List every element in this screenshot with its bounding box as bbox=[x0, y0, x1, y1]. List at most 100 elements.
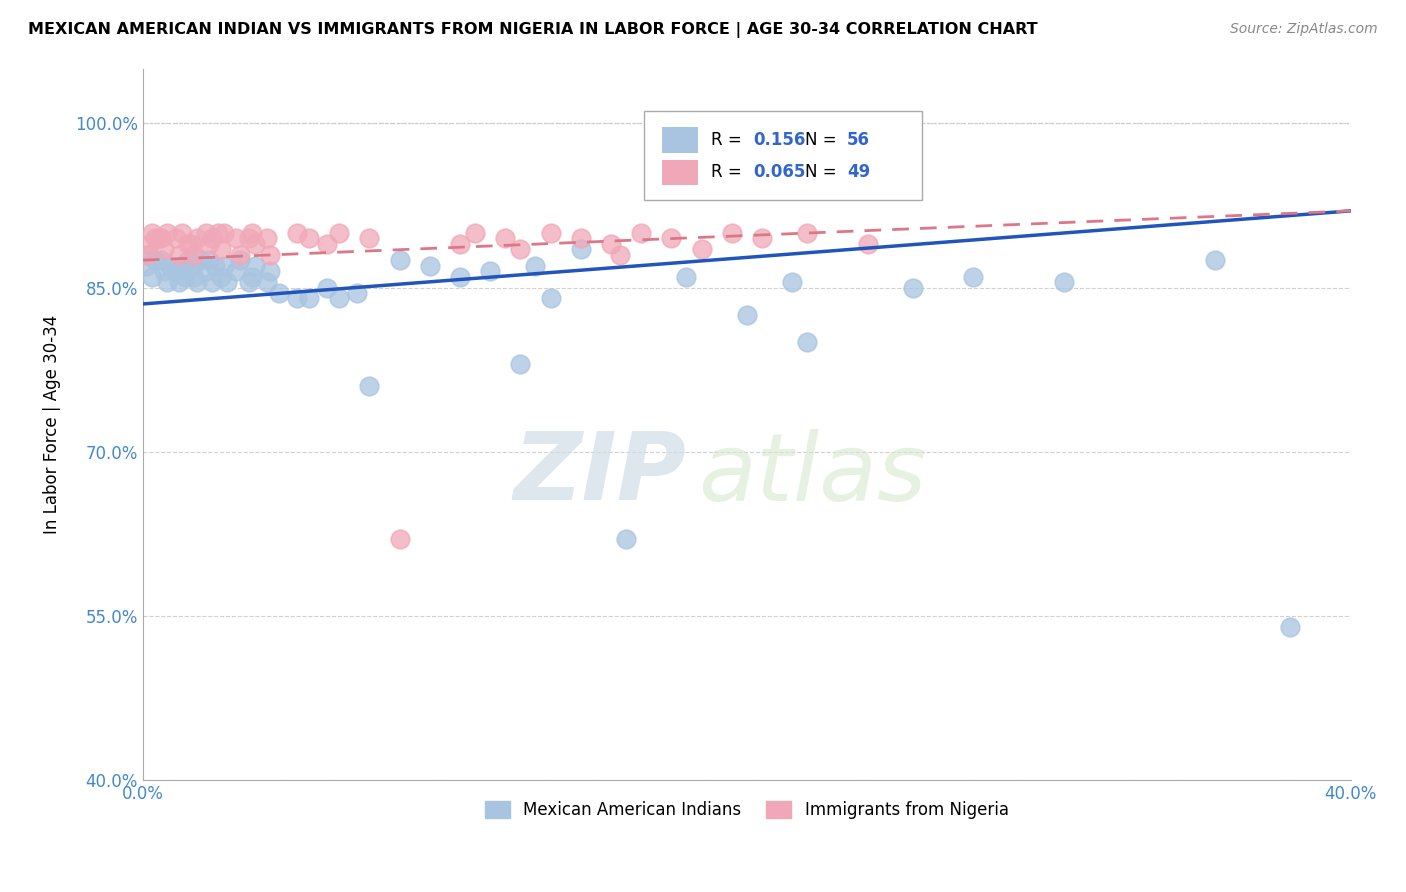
Point bbox=[630, 226, 652, 240]
Point bbox=[195, 226, 218, 240]
Point bbox=[796, 335, 818, 350]
Point bbox=[186, 275, 208, 289]
FancyBboxPatch shape bbox=[662, 160, 699, 186]
Point bbox=[256, 275, 278, 289]
Point bbox=[228, 253, 250, 268]
Point bbox=[388, 253, 411, 268]
Point bbox=[180, 259, 202, 273]
Point bbox=[419, 259, 441, 273]
Point bbox=[238, 231, 260, 245]
Point bbox=[143, 231, 166, 245]
Point bbox=[524, 259, 547, 273]
Point bbox=[316, 236, 339, 251]
Point bbox=[780, 275, 803, 289]
Point bbox=[141, 226, 163, 240]
Text: Source: ZipAtlas.com: Source: ZipAtlas.com bbox=[1230, 22, 1378, 37]
FancyBboxPatch shape bbox=[644, 112, 922, 200]
Point bbox=[183, 269, 205, 284]
Text: N =: N = bbox=[804, 163, 842, 181]
Point bbox=[259, 264, 281, 278]
Point bbox=[209, 269, 232, 284]
Point bbox=[167, 275, 190, 289]
Point bbox=[153, 242, 176, 256]
Point bbox=[298, 292, 321, 306]
Point bbox=[659, 231, 682, 245]
Point bbox=[165, 231, 187, 245]
Point bbox=[449, 236, 471, 251]
Point bbox=[1204, 253, 1226, 268]
Point bbox=[135, 248, 157, 262]
Text: MEXICAN AMERICAN INDIAN VS IMMIGRANTS FROM NIGERIA IN LABOR FORCE | AGE 30-34 CO: MEXICAN AMERICAN INDIAN VS IMMIGRANTS FR… bbox=[28, 22, 1038, 38]
Text: R =: R = bbox=[710, 131, 747, 149]
Point bbox=[359, 379, 381, 393]
Point bbox=[259, 248, 281, 262]
Text: atlas: atlas bbox=[699, 429, 927, 520]
Point bbox=[146, 231, 169, 245]
Point bbox=[172, 259, 194, 273]
Point bbox=[359, 231, 381, 245]
Point bbox=[225, 264, 247, 278]
Point bbox=[165, 264, 187, 278]
Point bbox=[186, 231, 208, 245]
Y-axis label: In Labor Force | Age 30-34: In Labor Force | Age 30-34 bbox=[44, 315, 60, 534]
Point bbox=[328, 226, 350, 240]
Text: N =: N = bbox=[804, 131, 842, 149]
Point bbox=[214, 259, 236, 273]
Point bbox=[228, 248, 250, 262]
Text: ZIP: ZIP bbox=[513, 428, 686, 520]
Point bbox=[609, 248, 631, 262]
Point bbox=[156, 275, 179, 289]
Point bbox=[962, 269, 984, 284]
Point bbox=[180, 236, 202, 251]
Point bbox=[143, 253, 166, 268]
Point bbox=[214, 226, 236, 240]
Point bbox=[204, 259, 226, 273]
Point bbox=[138, 236, 160, 251]
Point bbox=[141, 269, 163, 284]
Point bbox=[796, 226, 818, 240]
Point bbox=[540, 292, 562, 306]
Point bbox=[172, 226, 194, 240]
Point bbox=[240, 269, 263, 284]
Point bbox=[1279, 620, 1302, 634]
Point bbox=[198, 236, 221, 251]
Point bbox=[675, 269, 697, 284]
Point bbox=[167, 248, 190, 262]
Point bbox=[238, 275, 260, 289]
Point bbox=[138, 248, 160, 262]
Point bbox=[285, 226, 308, 240]
Text: R =: R = bbox=[710, 163, 747, 181]
Point bbox=[328, 292, 350, 306]
Point bbox=[720, 226, 742, 240]
Point bbox=[569, 231, 592, 245]
Point bbox=[464, 226, 486, 240]
Point bbox=[150, 231, 173, 245]
Point bbox=[540, 226, 562, 240]
Point bbox=[201, 275, 224, 289]
Legend: Mexican American Indians, Immigrants from Nigeria: Mexican American Indians, Immigrants fro… bbox=[478, 794, 1015, 825]
Point bbox=[690, 242, 713, 256]
Point bbox=[509, 242, 531, 256]
Text: 56: 56 bbox=[846, 131, 870, 149]
Point bbox=[217, 275, 239, 289]
Point bbox=[159, 259, 181, 273]
Point bbox=[188, 253, 211, 268]
Point bbox=[174, 269, 197, 284]
Point bbox=[150, 253, 173, 268]
Text: 0.065: 0.065 bbox=[752, 163, 806, 181]
Point bbox=[256, 231, 278, 245]
Point bbox=[209, 242, 232, 256]
Point bbox=[177, 253, 200, 268]
Point bbox=[614, 533, 637, 547]
Point bbox=[240, 226, 263, 240]
Point bbox=[285, 292, 308, 306]
Point bbox=[201, 231, 224, 245]
Point bbox=[243, 236, 266, 251]
Point bbox=[153, 264, 176, 278]
Point bbox=[225, 231, 247, 245]
Point bbox=[243, 259, 266, 273]
Point bbox=[316, 280, 339, 294]
Point bbox=[195, 264, 218, 278]
Text: 49: 49 bbox=[846, 163, 870, 181]
Text: 0.156: 0.156 bbox=[752, 131, 806, 149]
